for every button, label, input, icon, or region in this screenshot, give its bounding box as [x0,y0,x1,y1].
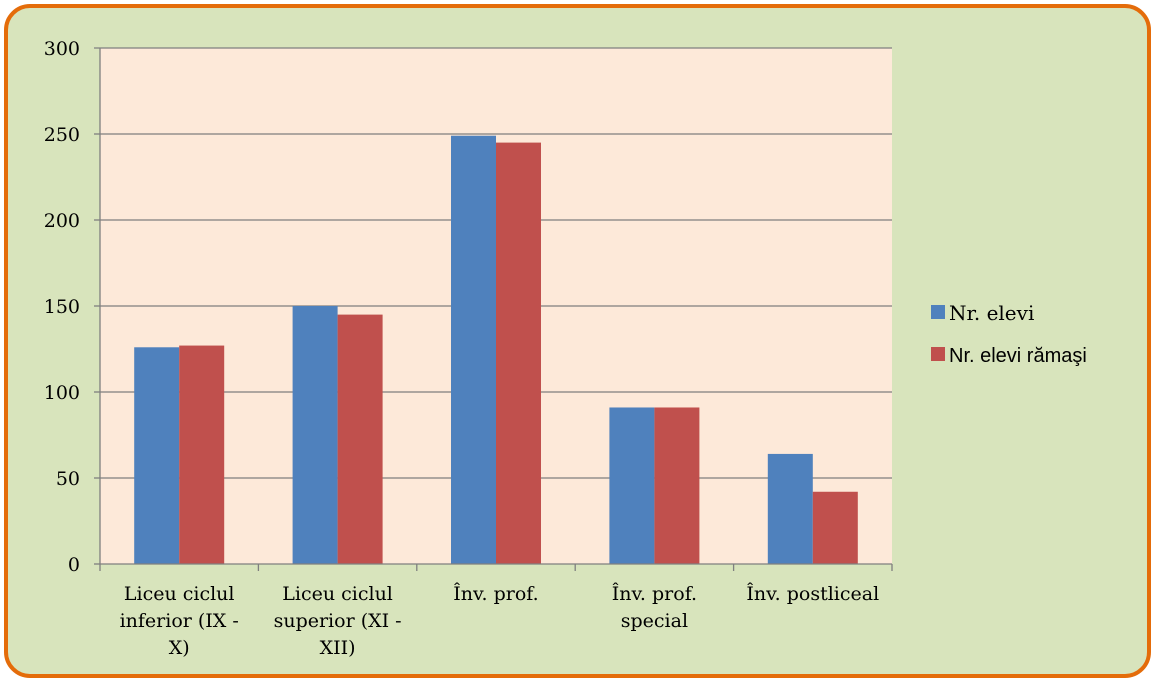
bar-nr-elevi-3 [451,135,496,564]
legend-swatch [931,305,945,319]
bar-nr-elevi-1 [134,347,180,564]
x-category-label: Liceu ciclul inferior (IX -X) [120,583,239,659]
x-tick-labels: Liceu ciclul inferior (IX -X) Liceu ciclul… [120,582,880,659]
bar-chart: 0 50 100 150 200 250 300 Liceu ciclul inferior … [44,38,1087,659]
y-tick-label: 150 [44,296,80,318]
y-tick-label: 300 [44,38,80,60]
bar-nr-elevi-ramasi-3 [496,142,541,564]
x-category-label: Liceu ciclul superior (XI -XII) [274,583,402,659]
y-tick-label: 250 [44,124,80,146]
y-tick-label: 50 [56,468,80,490]
bars [134,135,858,564]
bar-nr-elevi-ramasi-4 [654,407,700,564]
x-category-label: Înv. prof. [453,582,538,605]
chart-frame: 0 50 100 150 200 250 300 Liceu ciclul inferior … [4,4,1151,678]
bar-nr-elevi-ramasi-1 [179,345,225,564]
legend-label: Nr. elevi [949,301,1034,325]
bar-nr-elevi-4 [609,407,655,564]
y-tick-labels: 0 50 100 150 200 250 300 [44,38,80,576]
bar-nr-elevi-2 [292,306,338,564]
y-tick-label: 200 [44,210,80,232]
legend-label: Nr. elevi rămaşi [949,345,1087,367]
bar-nr-elevi-5 [767,453,813,564]
axes [99,48,893,571]
x-category-label: Înv. postliceal [746,582,879,605]
x-category-label: Înv. prof. special [612,582,697,632]
y-tick-label: 100 [44,382,80,404]
bar-nr-elevi-ramasi-2 [337,314,383,564]
legend: Nr. elevi Nr. elevi rămaşi [931,301,1087,367]
bar-nr-elevi-ramasi-5 [812,491,858,564]
legend-swatch [931,347,945,361]
y-tick-label: 0 [68,554,80,576]
